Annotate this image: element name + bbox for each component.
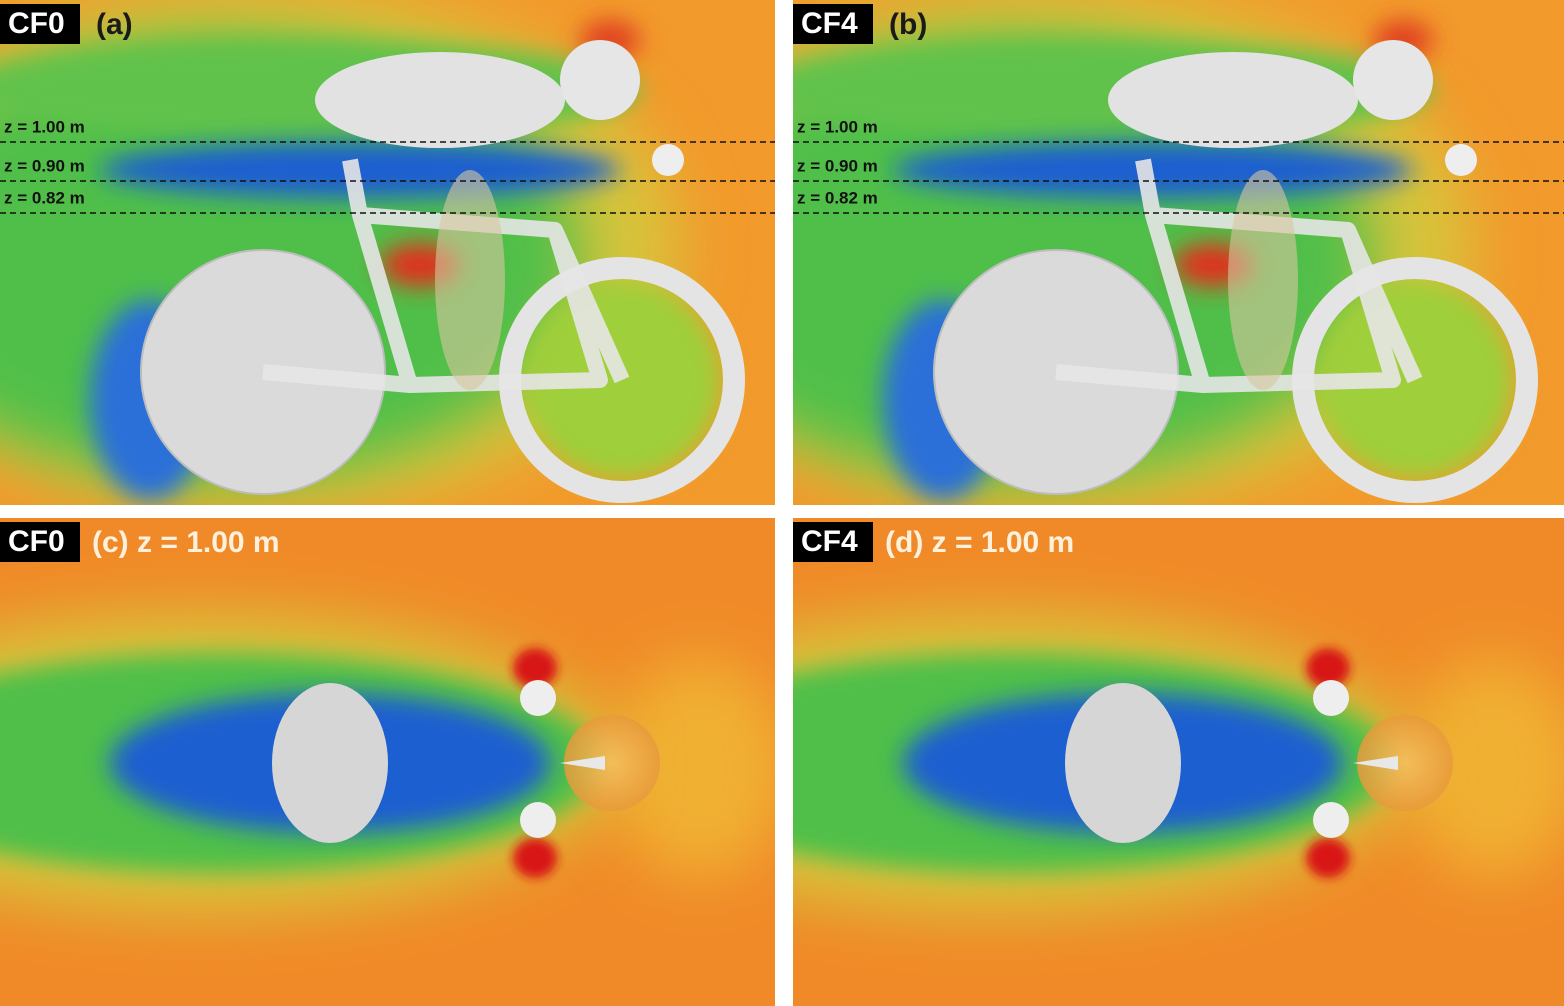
rider-hand [1445,144,1477,176]
rider-leg [1228,170,1298,390]
rider-shoulder [520,802,556,838]
panel: CF0 (c) z = 1.00 m [0,518,775,1006]
rider-helmet [564,715,660,811]
badge [793,4,873,44]
badge-label: CF0 [8,525,65,558]
badge-label: CF4 [801,7,858,40]
level-label: z = 0.82 m [4,188,85,207]
bike-frame [262,158,630,393]
wake-blue [100,142,620,198]
rider-leg [435,170,505,390]
far-field-yellow [610,658,775,878]
badge-label: CF0 [8,7,65,40]
wake-blue [893,142,1413,198]
aero-bar [560,756,605,770]
rider-shoulder [1313,680,1349,716]
panel: z = 1.00 m z = 0.90 m z = 0.82 m CF4 (b) [793,0,1564,505]
rider-helmet [1353,40,1433,120]
badge-label: CF4 [801,525,858,558]
rider-shoulder [1313,802,1349,838]
panel-label: (c) z = 1.00 m [92,526,280,559]
rider-torso [1108,52,1358,148]
stagnation-red [1306,838,1350,878]
stagnation-red [513,648,557,688]
far-field-yellow [1403,658,1564,878]
panel: CF4 (d) z = 1.00 m [793,518,1564,1006]
rider-helmet [560,40,640,120]
stagnation-red [513,838,557,878]
badge [793,522,873,562]
level-label: z = 0.90 m [4,156,85,175]
panel-label: (d) z = 1.00 m [885,526,1074,559]
level-label: z = 0.82 m [797,188,878,207]
rider-shoulder [520,680,556,716]
level-label: z = 0.90 m [797,156,878,175]
rider-helmet [1357,715,1453,811]
rider-back [272,683,388,843]
panel-label: (a) [96,8,133,41]
panel-label: (b) [889,8,927,41]
badge [0,522,80,562]
aero-bar [1353,756,1398,770]
rider-back [1065,683,1181,843]
rider-hand [652,144,684,176]
stagnation-red [1306,648,1350,688]
level-label: z = 1.00 m [797,117,878,136]
level-label: z = 1.00 m [4,117,85,136]
badge [0,4,80,44]
panel: z = 1.00 m z = 0.90 m z = 0.82 m CF0 (a) [0,0,775,505]
rider-torso [315,52,565,148]
bike-frame [1055,158,1423,393]
